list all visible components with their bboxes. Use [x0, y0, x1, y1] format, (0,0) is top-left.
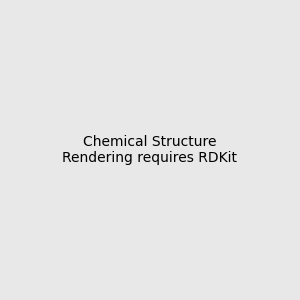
Text: Chemical Structure
Rendering requires RDKit: Chemical Structure Rendering requires RD… — [62, 135, 238, 165]
